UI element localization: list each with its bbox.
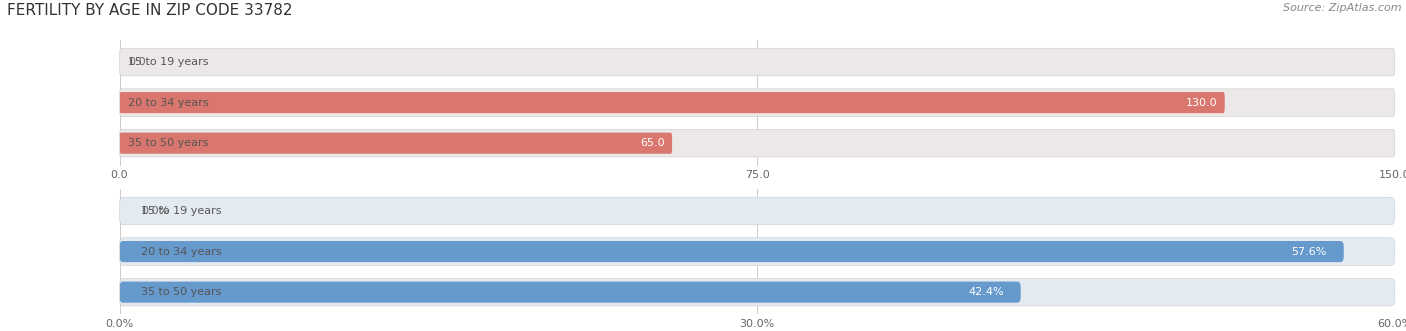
FancyBboxPatch shape	[120, 197, 1395, 225]
Text: 0.0%: 0.0%	[141, 206, 169, 216]
FancyBboxPatch shape	[120, 278, 1395, 306]
Text: 20 to 34 years: 20 to 34 years	[128, 98, 208, 108]
Text: 15 to 19 years: 15 to 19 years	[128, 57, 208, 67]
Text: FERTILITY BY AGE IN ZIP CODE 33782: FERTILITY BY AGE IN ZIP CODE 33782	[7, 3, 292, 18]
Text: 65.0: 65.0	[641, 138, 665, 148]
FancyBboxPatch shape	[120, 129, 1395, 157]
Text: 20 to 34 years: 20 to 34 years	[141, 247, 221, 257]
Text: 57.6%: 57.6%	[1291, 247, 1327, 257]
Text: Source: ZipAtlas.com: Source: ZipAtlas.com	[1284, 3, 1402, 13]
FancyBboxPatch shape	[120, 133, 672, 154]
Text: 0.0: 0.0	[128, 57, 146, 67]
FancyBboxPatch shape	[120, 89, 1395, 117]
FancyBboxPatch shape	[120, 282, 1021, 303]
Text: 15 to 19 years: 15 to 19 years	[141, 206, 221, 216]
Text: 130.0: 130.0	[1187, 98, 1218, 108]
Text: 42.4%: 42.4%	[969, 287, 1004, 297]
FancyBboxPatch shape	[120, 238, 1395, 265]
Text: 35 to 50 years: 35 to 50 years	[141, 287, 221, 297]
Text: 35 to 50 years: 35 to 50 years	[128, 138, 208, 148]
FancyBboxPatch shape	[120, 241, 1344, 262]
FancyBboxPatch shape	[120, 92, 1225, 113]
FancyBboxPatch shape	[120, 48, 1395, 76]
